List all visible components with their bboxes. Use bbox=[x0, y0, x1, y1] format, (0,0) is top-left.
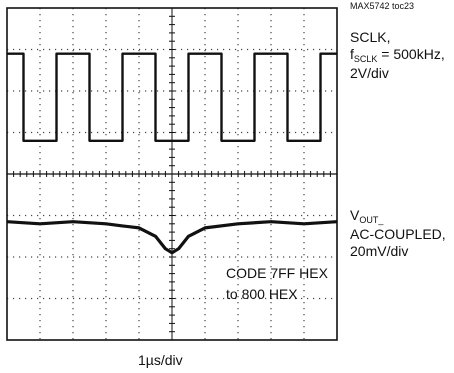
sclk-label-line1: SCLK, bbox=[350, 29, 391, 45]
timebase-label: 1µs/div bbox=[138, 352, 183, 368]
code-transition-annotation: CODE 7FF HEX to 800 HEX bbox=[226, 263, 328, 305]
plot-frame bbox=[6, 7, 338, 341]
sclk-freq-subscript: SCLK bbox=[353, 54, 378, 64]
sclk-label-line2: fSCLK = 500kHz, bbox=[350, 46, 445, 65]
vout-coupling: AC-COUPLED, bbox=[350, 226, 446, 242]
vout-label-line1: VOUT_ bbox=[350, 207, 446, 226]
sclk-trace bbox=[7, 52, 337, 143]
sclk-freq-value: = 500kHz, bbox=[377, 46, 445, 62]
vout-main: V bbox=[350, 207, 360, 223]
figure-id: MAX5742 toc23 bbox=[350, 1, 415, 11]
vout-trace bbox=[6, 220, 338, 255]
sclk-channel-label: SCLK, fSCLK = 500kHz, 2V/div bbox=[350, 29, 445, 82]
sclk-scale: 2V/div bbox=[350, 65, 389, 81]
vout-subscript: OUT_ bbox=[359, 215, 384, 225]
vout-scale: 20mV/div bbox=[350, 243, 409, 259]
annotation-line1: CODE 7FF HEX bbox=[226, 265, 328, 281]
sclk-freq-prefix: f bbox=[350, 46, 354, 62]
annotation-line2: to 800 HEX bbox=[226, 286, 298, 302]
trace-layer bbox=[6, 52, 338, 255]
vout-channel-label: VOUT_ AC-COUPLED, 20mV/div bbox=[350, 207, 446, 260]
graticule-grid bbox=[7, 8, 337, 340]
